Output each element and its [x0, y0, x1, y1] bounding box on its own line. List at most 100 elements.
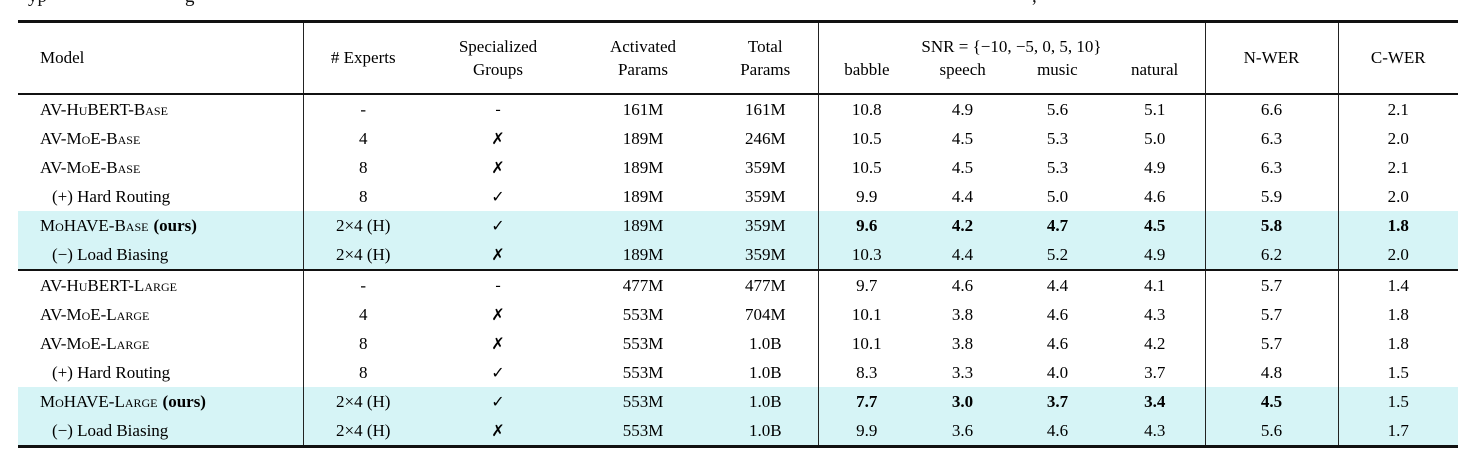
table-row: MoHAVE-Large (ours) 2×4 (H) ✓ 553M 1.0B 7.7 3.0…: [18, 387, 1458, 416]
header-activated-line2: Params: [617, 60, 669, 79]
cell-snr-natural-value: 3.4: [1144, 391, 1166, 411]
cell-cwer-value: 1.8: [1387, 215, 1409, 235]
header-snr-speech: speech: [939, 60, 986, 79]
cell-model: AV-HuBERT-Base: [18, 94, 304, 124]
cell-groups: -: [423, 269, 573, 300]
cell-nwer: 5.6: [1205, 416, 1339, 447]
cell-snr-speech-value: 4.5: [951, 128, 974, 148]
table-row: AV-MoE-Large 4 ✗ 553M 704M 10.1 3.8 4.6 4.3 5.7 1.…: [18, 300, 1458, 329]
cell-snr-natural: 4.2: [1105, 329, 1206, 358]
cell-snr-babble: 10.1: [818, 329, 915, 358]
cell-snr-music: 4.0: [1010, 358, 1105, 387]
cell-experts-value: 8: [359, 362, 368, 382]
cell-nwer: 5.8: [1205, 211, 1339, 240]
cell-experts-value: 4: [359, 304, 368, 324]
cell-activated-params: 553M: [573, 358, 713, 387]
cell-snr-babble-value: 10.5: [851, 157, 882, 177]
cell-cwer: 2.0: [1338, 182, 1458, 211]
cell-groups: ✓: [423, 358, 573, 387]
cell-cwer: 1.8: [1338, 300, 1458, 329]
cell-activated-params: 553M: [573, 416, 713, 447]
cell-snr-babble-value: 10.1: [851, 304, 882, 324]
cell-experts: 8: [303, 182, 423, 211]
cell-nwer-value: 5.6: [1260, 420, 1283, 440]
cell-experts: 2×4 (H): [303, 240, 423, 270]
cell-activated-params-value: 161M: [622, 99, 664, 119]
cell-snr-babble: 9.6: [818, 211, 915, 240]
cell-total-params-value: 477M: [744, 275, 786, 295]
cell-nwer: 5.7: [1205, 329, 1339, 358]
cell-groups: ✗: [423, 300, 573, 329]
caption-fragment: yp: [28, 0, 47, 6]
cell-groups: ✗: [423, 124, 573, 153]
cell-total-params: 359M: [713, 153, 819, 182]
cell-groups: -: [423, 94, 573, 124]
model-name: AV-MoE-Large: [40, 304, 150, 324]
cell-snr-natural: 5.1: [1105, 94, 1206, 124]
cell-groups-value: -: [495, 100, 501, 118]
cell-snr-music: 5.2: [1010, 240, 1105, 270]
cell-groups: ✓: [423, 182, 573, 211]
cell-experts: -: [303, 269, 423, 300]
cell-cwer: 2.0: [1338, 240, 1458, 270]
cell-experts-value: 8: [359, 157, 368, 177]
cell-total-params-value: 359M: [744, 215, 786, 235]
cell-cwer-value: 1.5: [1387, 362, 1409, 382]
cell-snr-music-value: 5.0: [1046, 186, 1069, 206]
cell-snr-natural-value: 3.7: [1144, 362, 1166, 382]
model-name: (+) Hard Routing: [52, 362, 171, 382]
model-name: AV-HuBERT-Large: [40, 275, 177, 295]
cell-nwer: 5.7: [1205, 269, 1339, 300]
table-header: Model # Experts Specialized Groups Activ…: [18, 21, 1458, 95]
cell-model: (+) Hard Routing: [18, 358, 304, 387]
cell-snr-babble-value: 9.7: [856, 275, 878, 295]
cell-activated-params-value: 189M: [622, 215, 664, 235]
cell-snr-natural: 4.6: [1105, 182, 1206, 211]
cell-snr-music: 5.3: [1010, 124, 1105, 153]
cell-snr-speech-value: 4.6: [951, 275, 974, 295]
header-total-line2: Params: [740, 60, 791, 79]
cell-activated-params-value: 189M: [622, 157, 664, 177]
cell-experts: 2×4 (H): [303, 416, 423, 447]
cell-snr-babble: 10.5: [818, 153, 915, 182]
cell-cwer-value: 1.4: [1387, 275, 1409, 295]
cell-cwer: 2.0: [1338, 124, 1458, 153]
cell-model: (−) Load Biasing: [18, 416, 304, 447]
cell-model: MoHAVE-Base (ours): [18, 211, 304, 240]
cell-snr-music-value: 4.4: [1046, 275, 1069, 295]
cell-activated-params: 189M: [573, 182, 713, 211]
header-specialized-groups: Specialized Groups: [423, 21, 573, 95]
cell-snr-speech-value: 4.4: [951, 186, 974, 206]
cell-nwer: 6.6: [1205, 94, 1339, 124]
model-name: AV-MoE-Base: [40, 128, 141, 148]
cell-snr-music: 5.3: [1010, 153, 1105, 182]
table-section-large: AV-HuBERT-Large - - 477M 477M 9.7 4.6 4.4 4.1 5.7…: [18, 269, 1458, 447]
caption-fragment: g: [185, 0, 195, 6]
cell-snr-natural-value: 4.9: [1144, 244, 1166, 264]
cell-nwer: 6.2: [1205, 240, 1339, 270]
cell-snr-speech-value: 3.8: [951, 304, 974, 324]
cell-model: (−) Load Biasing: [18, 240, 304, 270]
cell-cwer: 1.7: [1338, 416, 1458, 447]
cell-snr-natural-value: 4.9: [1144, 157, 1166, 177]
header-activated-params: Activated Params: [573, 21, 713, 95]
cell-snr-music: 4.4: [1010, 269, 1105, 300]
table-row: AV-HuBERT-Large - - 477M 477M 9.7 4.6 4.4 4.1 5.7…: [18, 269, 1458, 300]
cell-experts-value: 8: [359, 333, 368, 353]
cell-total-params: 359M: [713, 240, 819, 270]
model-suffix: (ours): [162, 391, 206, 411]
cell-snr-natural-value: 5.0: [1144, 128, 1166, 148]
header-cwer: C-WER: [1338, 21, 1458, 95]
cell-snr-natural: 3.4: [1105, 387, 1206, 416]
cell-groups-value: ✗: [491, 422, 505, 440]
cell-snr-babble: 7.7: [818, 387, 915, 416]
model-suffix: (ours): [153, 215, 197, 235]
cell-snr-natural: 4.5: [1105, 211, 1206, 240]
cell-experts-value: 2×4 (H): [336, 215, 391, 235]
cell-snr-babble: 9.7: [818, 269, 915, 300]
cell-snr-music-value: 5.3: [1046, 128, 1069, 148]
cell-snr-speech: 4.2: [915, 211, 1010, 240]
cell-experts-value: 4: [359, 128, 368, 148]
cell-groups: ✗: [423, 240, 573, 270]
cell-snr-music: 4.7: [1010, 211, 1105, 240]
